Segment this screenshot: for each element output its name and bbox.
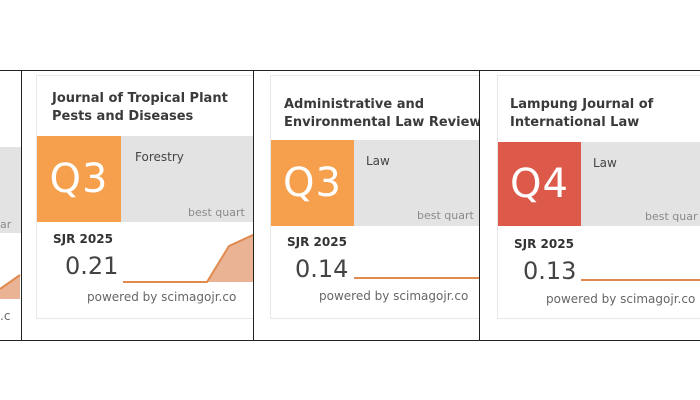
category-band [581, 142, 700, 226]
quartile-badge: Q3 [271, 140, 354, 226]
category-band [121, 136, 253, 222]
widget-cell-1: Journal of Tropical Plant Pests and Dise… [22, 71, 253, 340]
quartile-badge: Q3 [37, 136, 121, 222]
journal-title[interactable]: Journal of Tropical Plant Pests and Dise… [52, 91, 228, 124]
category-band [354, 140, 479, 226]
sparkline-line [123, 233, 253, 283]
sjr-value: 0.14 [295, 255, 349, 283]
quartile-label: Q3 [283, 160, 342, 206]
category-label: Law [366, 154, 390, 168]
journal-title[interactable]: Lampung Journal of International Law [510, 97, 654, 130]
widget-cell-2: Administrative and Environmental Law Rev… [254, 71, 479, 340]
partial-best-quartile-label: ar [0, 218, 12, 231]
journal-widget-card[interactable]: Lampung Journal of International Law Q4 … [497, 75, 700, 319]
journal-widget-card[interactable]: Administrative and Environmental Law Rev… [270, 75, 479, 319]
sjr-sparkline [581, 279, 700, 281]
sjr-year-label: SJR 2025 [53, 232, 113, 246]
partial-sparkline-line [0, 274, 21, 290]
divider [479, 71, 480, 340]
category-label: Law [593, 156, 617, 170]
sjr-year-label: SJR 2025 [514, 237, 574, 251]
journal-title[interactable]: Administrative and Environmental Law Rev… [284, 97, 479, 130]
sparkline-line [354, 277, 479, 279]
journal-widget-card[interactable]: Journal of Tropical Plant Pests and Dise… [36, 75, 253, 319]
powered-by-link[interactable]: powered by scimagojr.co [319, 289, 469, 303]
powered-by-link[interactable]: powered by scimagojr.co [87, 290, 237, 304]
sparkline-area [123, 235, 253, 282]
partial-widget-left[interactable]: ar .c [0, 71, 21, 340]
quartile-badge: Q4 [498, 142, 581, 226]
partial-sparkline [0, 274, 21, 299]
divider [253, 71, 254, 340]
sjr-value: 0.13 [523, 257, 577, 285]
divider [21, 71, 22, 340]
partial-sparkline-area [0, 275, 20, 299]
quartile-label: Q3 [49, 156, 109, 202]
best-quartile-label: best quart [188, 206, 245, 219]
quartile-label: Q4 [510, 161, 569, 207]
best-quartile-label: best quar [645, 210, 698, 223]
sjr-year-label: SJR 2025 [287, 235, 347, 249]
partial-category-band [0, 147, 21, 233]
sjr-sparkline [354, 277, 479, 279]
sjr-sparkline [123, 233, 253, 283]
widget-strip: ar .c Journal of Tropical Plant Pests an… [0, 70, 700, 341]
powered-by-link[interactable]: powered by scimagojr.co [546, 292, 696, 306]
category-label: Forestry [135, 150, 184, 164]
sjr-value: 0.21 [65, 252, 119, 280]
widget-cell-3: Lampung Journal of International Law Q4 … [480, 71, 700, 340]
partial-powered-by: .c [0, 309, 11, 323]
best-quartile-label: best quart [417, 209, 474, 222]
